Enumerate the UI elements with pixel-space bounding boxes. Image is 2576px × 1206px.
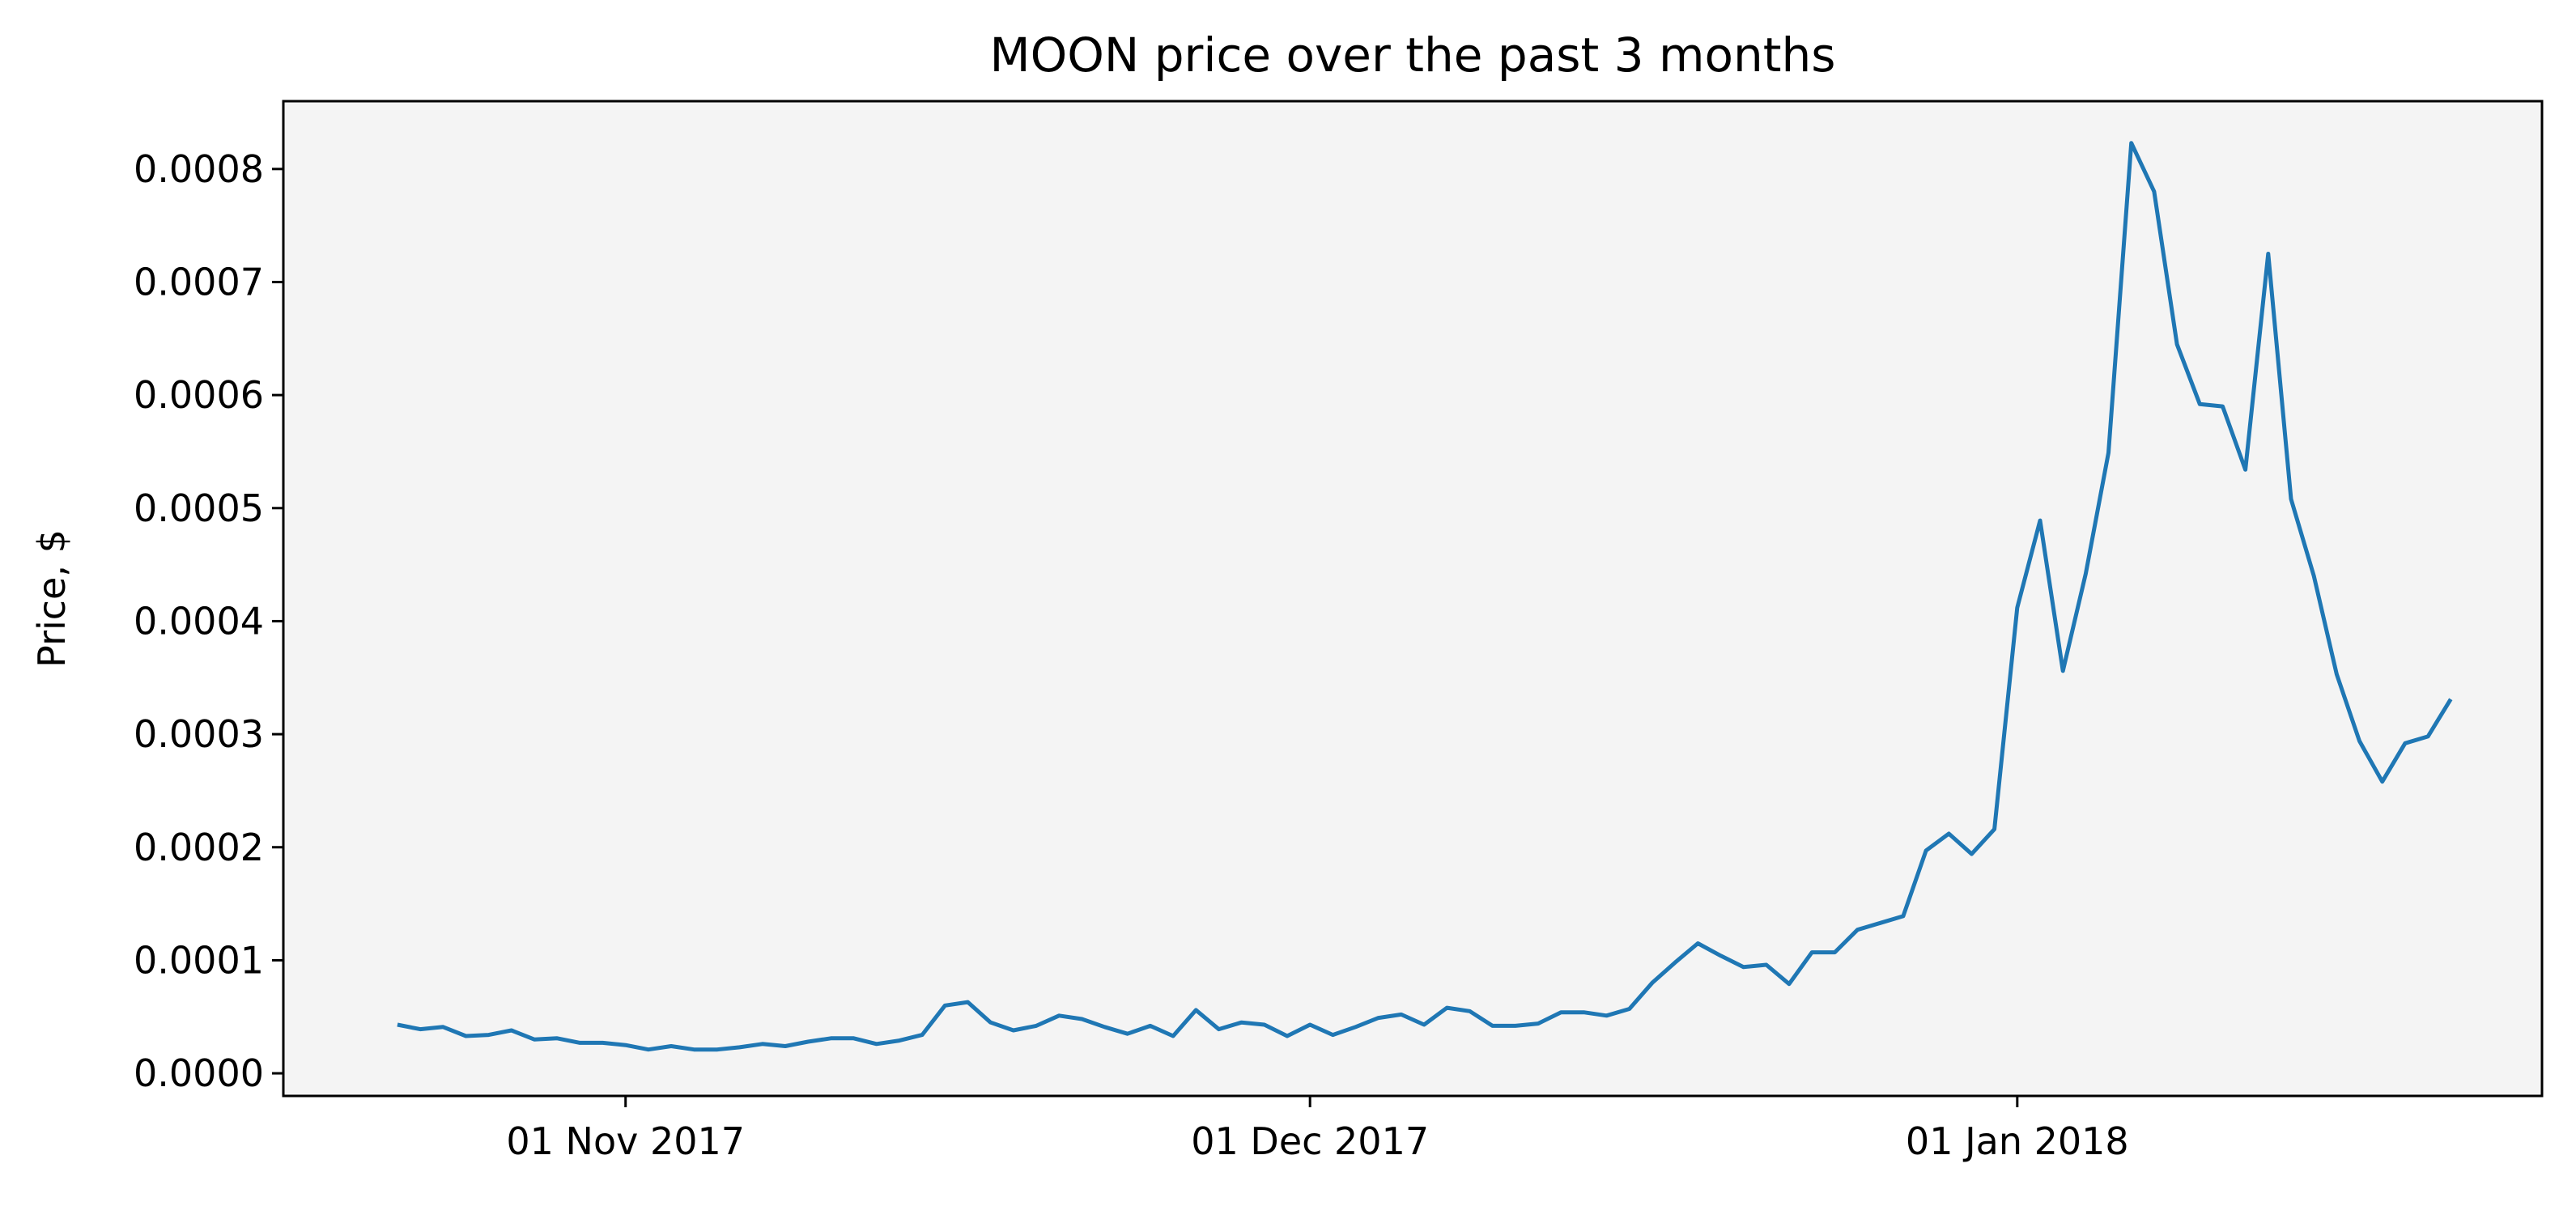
y-tick-label: 0.0008 bbox=[134, 147, 264, 191]
y-tick-label: 0.0000 bbox=[134, 1051, 264, 1095]
y-tick-label: 0.0007 bbox=[134, 260, 264, 304]
y-tick-label: 0.0001 bbox=[134, 938, 264, 982]
y-tick-label: 0.0006 bbox=[134, 373, 264, 417]
y-tick-label: 0.0005 bbox=[134, 486, 264, 530]
x-tick-label: 01 Jan 2018 bbox=[1906, 1119, 2129, 1163]
y-tick-label: 0.0002 bbox=[134, 826, 264, 869]
y-tick-label: 0.0004 bbox=[134, 599, 264, 643]
y-axis-ticks: 0.0000 0.0001 0.0002 0.0003 0.0004 0.0005 0.00… bbox=[134, 147, 283, 1095]
price-series-line bbox=[397, 141, 2453, 1052]
x-tick-label: 01 Nov 2017 bbox=[506, 1119, 745, 1163]
y-axis-label: Price, $ bbox=[30, 529, 74, 668]
x-axis-ticks: 01 Nov 2017 01 Dec 2017 01 Jan 2018 bbox=[506, 1096, 2129, 1163]
chart-title: MOON price over the past 3 months bbox=[990, 28, 1836, 83]
plot-background bbox=[283, 101, 2542, 1096]
y-tick-label: 0.0003 bbox=[134, 712, 264, 756]
plot-frame bbox=[282, 100, 2544, 1098]
x-tick-label: 01 Dec 2017 bbox=[1191, 1119, 1429, 1163]
